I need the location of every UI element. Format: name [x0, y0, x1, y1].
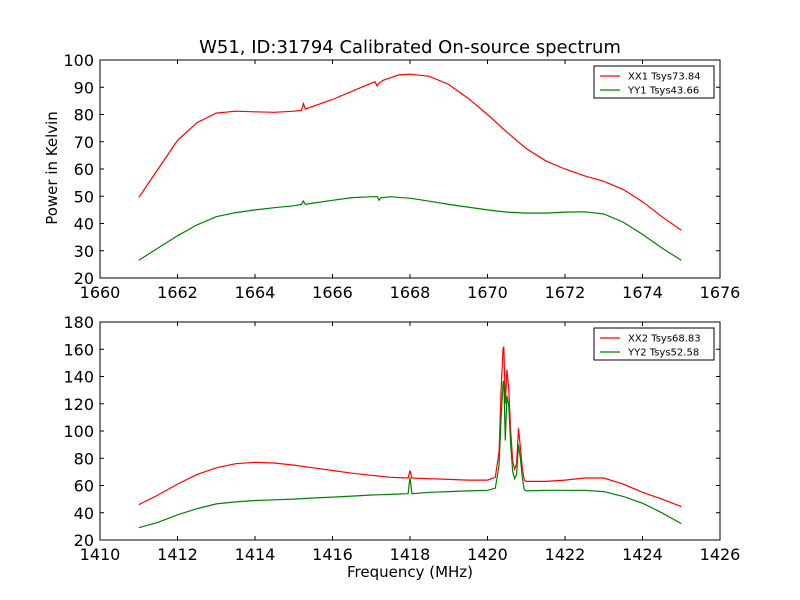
- x-tick-label: 1672: [545, 283, 586, 302]
- y-tick-label: 140: [63, 368, 94, 387]
- y-tick-label: 70: [74, 133, 94, 152]
- legend-box: [593, 65, 715, 99]
- legend-box: [593, 327, 715, 361]
- y-tick-label: 20: [74, 269, 94, 288]
- legend-label: XX1 Tsys73.84: [628, 72, 701, 83]
- x-tick-label: 1418: [390, 545, 431, 564]
- figure-title: W51, ID:31794 Calibrated On-source spect…: [199, 37, 621, 58]
- y-tick-label: 50: [74, 187, 94, 206]
- x-tick-label: 1670: [467, 283, 508, 302]
- series-line-xx-2: [138, 346, 682, 508]
- y-tick-label: 60: [74, 477, 94, 496]
- y-tick-label: 40: [74, 215, 94, 234]
- legend: XX2 Tsys68.83 YY2 Tsys52.58: [593, 327, 715, 361]
- y-tick-label: 20: [74, 531, 94, 550]
- x-tick-label: 1666: [312, 283, 353, 302]
- x-tick-label: 1424: [622, 545, 663, 564]
- series-line-xx-1: [138, 73, 682, 231]
- y-tick-label: 40: [74, 504, 94, 523]
- y-axis-title: Power in Kelvin: [43, 111, 61, 225]
- y-tick-label: 80: [74, 106, 94, 125]
- y-tick-label: 120: [63, 395, 94, 414]
- x-tick-label: 1416: [312, 545, 353, 564]
- series-line-yy-2: [138, 380, 682, 529]
- y-tick-label: 90: [74, 78, 94, 97]
- y-tick-label: 100: [63, 51, 94, 70]
- x-tick-label: 1676: [700, 283, 741, 302]
- x-tick-label: 1426: [700, 545, 741, 564]
- legend-label: YY2 Tsys52.58: [627, 348, 699, 359]
- series-line-yy-1: [138, 195, 682, 261]
- x-axis-title: Frequency (MHz): [347, 563, 473, 581]
- x-tick-label: 1662: [157, 283, 198, 302]
- x-tick-label: 1420: [467, 545, 508, 564]
- x-tick-label: 1664: [235, 283, 276, 302]
- x-tick-label: 1412: [157, 545, 198, 564]
- x-tick-label: 1410: [80, 545, 121, 564]
- x-tick-label: 1414: [235, 545, 276, 564]
- y-tick-label: 100: [63, 422, 94, 441]
- y-tick-label: 160: [63, 340, 94, 359]
- legend-label: XX2 Tsys68.83: [628, 334, 701, 345]
- x-tick-label: 1668: [390, 283, 431, 302]
- x-tick-label: 1660: [80, 283, 121, 302]
- legend-label: YY1 Tsys43.66: [627, 86, 699, 97]
- y-tick-label: 80: [74, 449, 94, 468]
- y-tick-label: 30: [74, 242, 94, 261]
- legend: XX1 Tsys73.84 YY1 Tsys43.66: [593, 65, 715, 99]
- x-tick-label: 1674: [622, 283, 663, 302]
- y-tick-label: 60: [74, 160, 94, 179]
- y-tick-label: 180: [63, 313, 94, 332]
- bottom-panel: 1410 1412 1414 1416 1418 1420 1422 1424 1426 20 40…: [63, 313, 740, 564]
- top-panel: 1660 1662 1664 1666 1668 1670 1672 1674 1676 20 30…: [63, 51, 740, 302]
- x-tick-label: 1422: [545, 545, 586, 564]
